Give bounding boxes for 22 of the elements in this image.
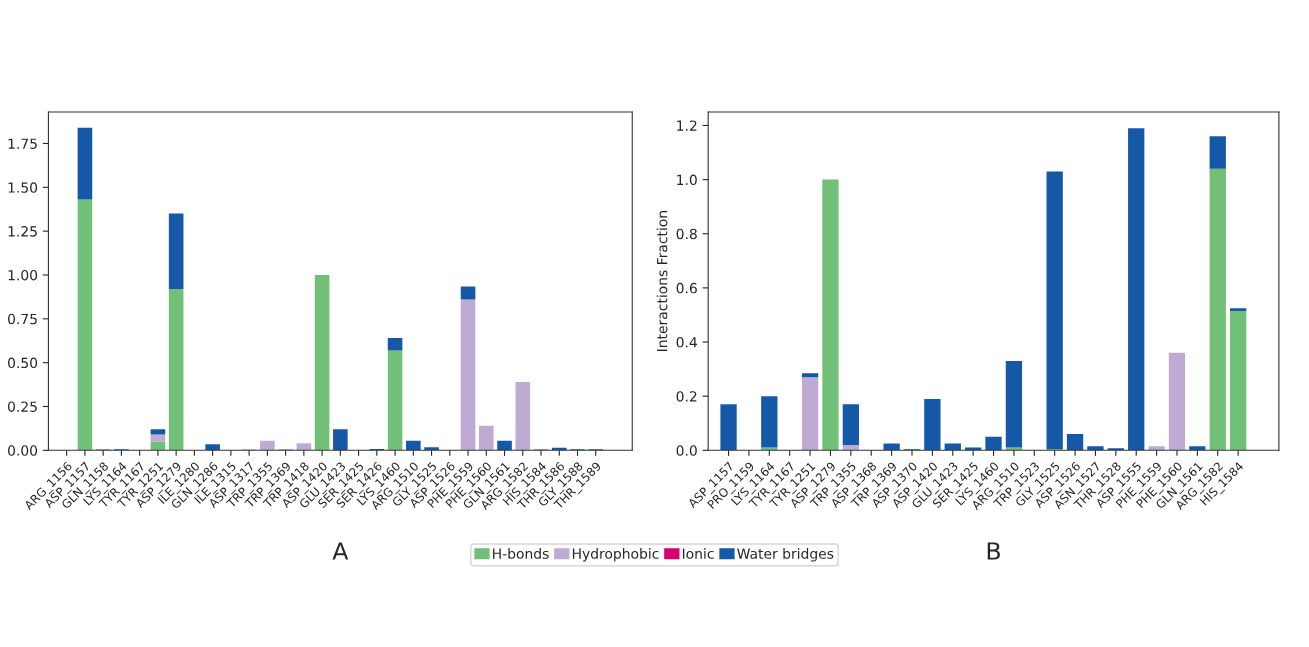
text: A	[332, 542, 349, 560]
y-tick-label: 1.0	[677, 174, 697, 186]
y-tick-label: 0.75	[8, 313, 37, 325]
y-tick-label: 1.2	[677, 120, 697, 131]
y-tick-label: 0.00	[8, 445, 38, 456]
y-tick-label: 0.6	[676, 282, 697, 294]
y-tick-label: 1.25	[8, 226, 37, 237]
y-tick-label: 1.00	[8, 269, 38, 281]
y-tick-label: 0.2	[676, 391, 697, 402]
y-tick-label: 1.75	[8, 138, 37, 149]
y-tick-label: 0.8	[676, 228, 697, 240]
legend-label: Ionic	[682, 548, 714, 559]
y-tick-label: 0.25	[8, 401, 37, 412]
y-tick-label: 0.50	[8, 357, 38, 369]
y-tick-label: 0.4	[676, 337, 697, 348]
y-tick-label: 1.50	[8, 182, 38, 193]
text: B	[987, 542, 1000, 560]
legend-label: H-bonds	[493, 548, 549, 559]
y-axis-title: Interactions Fraction	[656, 211, 668, 351]
y-tick-label: 0.0	[676, 445, 697, 456]
legend-label: Water bridges	[737, 548, 834, 562]
legend-label: Hydrophobic	[572, 548, 659, 562]
